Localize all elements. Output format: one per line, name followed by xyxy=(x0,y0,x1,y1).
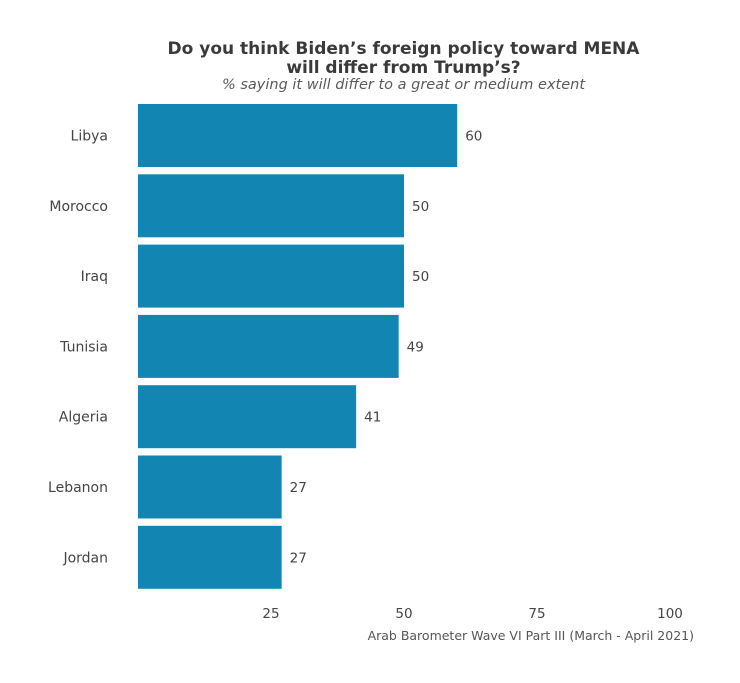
category-label-jordan: Jordan xyxy=(62,550,108,566)
category-label-algeria: Algeria xyxy=(59,410,108,426)
x-tick-label-75: 75 xyxy=(528,606,545,622)
chart-subtitle: % saying it will differ to a great or me… xyxy=(221,77,586,93)
x-tick-label-100: 100 xyxy=(657,606,683,622)
category-label-morocco: Morocco xyxy=(49,199,108,215)
category-label-libya: Libya xyxy=(71,129,108,145)
bar-algeria xyxy=(138,385,357,449)
category-label-iraq: Iraq xyxy=(81,269,108,285)
chart-title: Do you think Biden’s foreign policy towa… xyxy=(0,40,740,78)
bar-libya xyxy=(138,104,458,167)
value-label-tunisia: 49 xyxy=(407,339,424,355)
x-tick-label-50: 50 xyxy=(395,606,412,622)
value-label-libya: 60 xyxy=(465,129,482,145)
x-tick-label-25: 25 xyxy=(262,606,279,622)
category-label-lebanon: Lebanon xyxy=(48,480,108,496)
value-label-jordan: 27 xyxy=(290,550,307,566)
bar-jordan xyxy=(138,525,282,589)
chart-caption: Arab Barometer Wave VI Part III (March -… xyxy=(367,628,694,643)
category-label-tunisia: Tunisia xyxy=(59,339,108,355)
bar-lebanon xyxy=(138,455,282,519)
value-label-algeria: 41 xyxy=(364,410,381,426)
chart-title-line-1: Do you think Biden’s foreign policy towa… xyxy=(167,39,640,59)
value-label-lebanon: 27 xyxy=(290,480,307,496)
value-label-morocco: 50 xyxy=(412,199,429,215)
bar-tunisia xyxy=(138,314,399,378)
value-label-iraq: 50 xyxy=(412,269,429,285)
chart-title-line-2: will differ from Trump’s? xyxy=(286,58,521,78)
bar-iraq xyxy=(138,244,404,308)
bar-morocco xyxy=(138,174,404,238)
